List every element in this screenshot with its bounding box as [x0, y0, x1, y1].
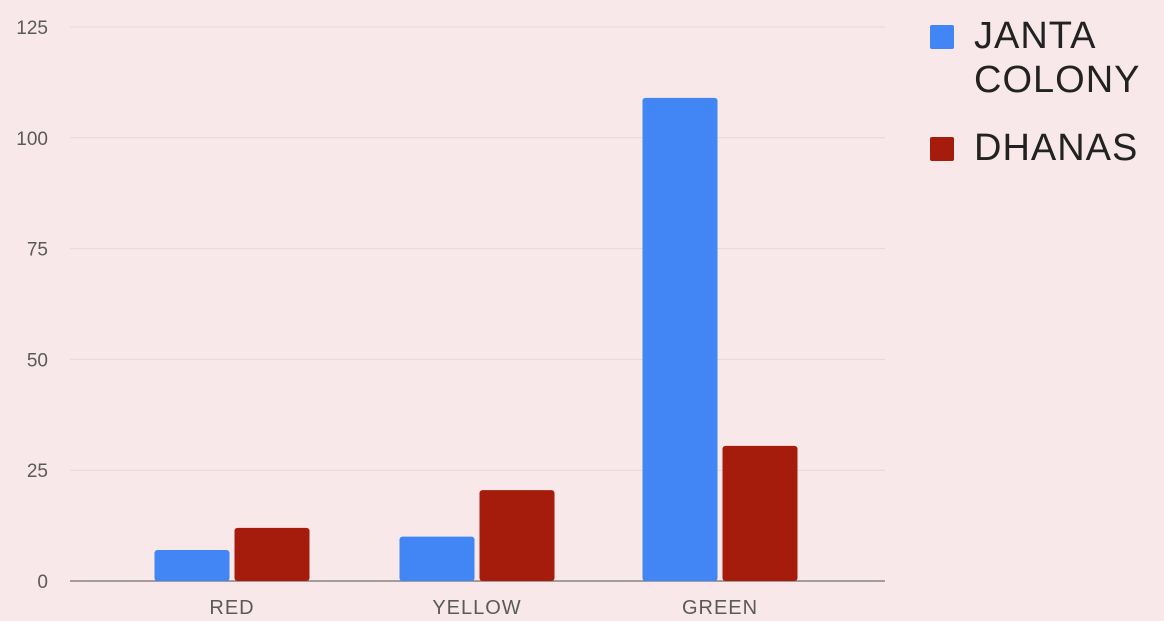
y-tick-label: 75 — [27, 240, 48, 261]
bar-dhanas-yellow — [479, 490, 555, 581]
legend-swatch — [930, 137, 954, 161]
legend-label: DHANAS — [974, 127, 1138, 169]
x-category-label: GREEN — [682, 597, 758, 619]
legend-swatch — [930, 25, 954, 49]
y-tick-label: 50 — [27, 350, 48, 371]
x-category-label: RED — [209, 597, 254, 619]
y-tick-label: 25 — [27, 461, 48, 482]
x-category-label: YELLOW — [432, 597, 521, 619]
y-tick-label: 125 — [16, 18, 48, 39]
bars — [154, 97, 798, 582]
bar-dhanas-green — [722, 445, 798, 581]
legend-label: COLONY — [974, 59, 1140, 101]
bar-dhanas-red — [234, 527, 310, 581]
legend-label: JANTA — [974, 15, 1097, 57]
y-tick-label: 0 — [37, 572, 48, 593]
bar-janta-colony-green — [642, 97, 718, 582]
bar-janta-colony-red — [154, 549, 230, 581]
x-axis-categories: RED YELLOW GREEN — [209, 597, 758, 619]
bar-janta-colony-yellow — [399, 536, 475, 581]
y-tick-label: 100 — [16, 129, 48, 150]
y-axis-ticks: 0 25 50 75 100 125 — [16, 18, 48, 593]
